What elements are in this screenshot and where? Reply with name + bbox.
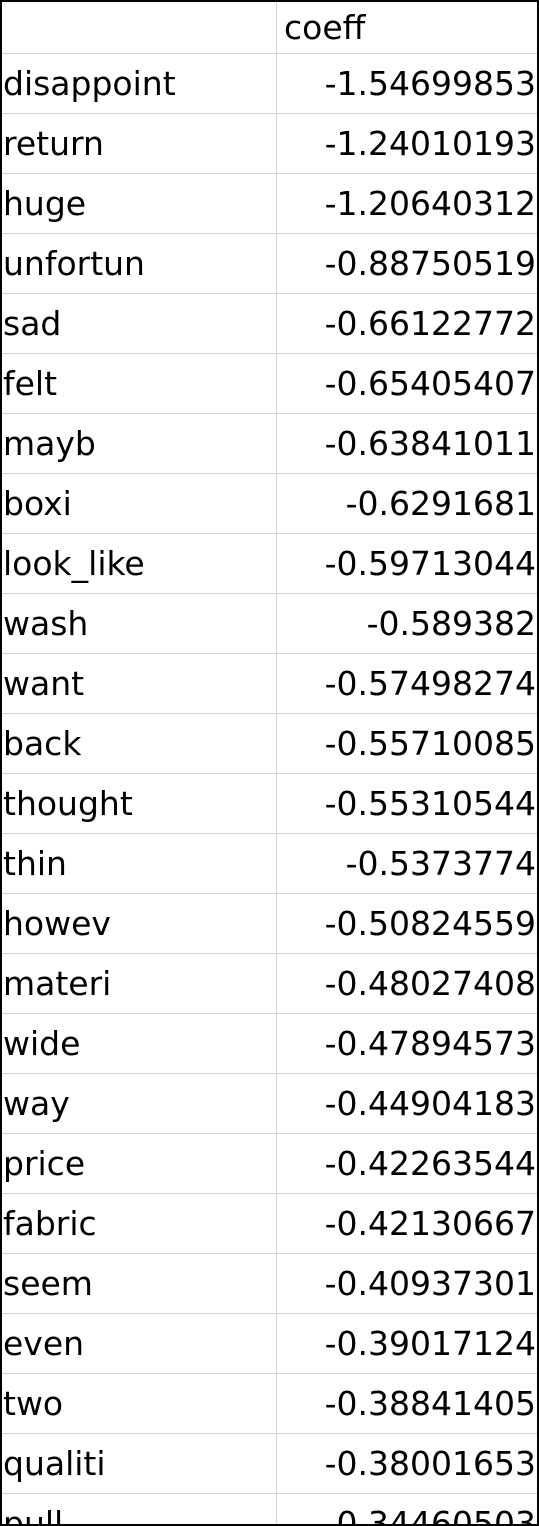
word-cell[interactable]: price <box>2 1134 277 1193</box>
coeff-cell[interactable]: -0.40937301 <box>324 1264 536 1303</box>
coeff-cell[interactable]: -0.42130667 <box>324 1204 536 1243</box>
table-row: look_like -0.59713044 <box>2 534 537 594</box>
word-cell[interactable]: way <box>2 1074 277 1133</box>
table-row: felt -0.65405407 <box>2 354 537 414</box>
coeff-cell[interactable]: -0.44904183 <box>324 1084 536 1123</box>
word-cell[interactable]: howev <box>2 894 277 953</box>
table-row: unfortun -0.88750519 <box>2 234 537 294</box>
table-row: even -0.39017124 <box>2 1314 537 1374</box>
coeff-cell[interactable]: -0.57498274 <box>324 664 536 703</box>
word-cell[interactable]: back <box>2 714 277 773</box>
coeff-cell[interactable]: -1.20640312 <box>324 184 536 223</box>
word-cell[interactable]: disappoint <box>2 54 277 113</box>
coeff-cell[interactable]: -0.38001653 <box>324 1444 536 1483</box>
table-row: materi -0.48027408 <box>2 954 537 1014</box>
word-cell[interactable]: materi <box>2 954 277 1013</box>
table-row: price -0.42263544 <box>2 1134 537 1194</box>
table-row: mayb -0.63841011 <box>2 414 537 474</box>
word-cell[interactable]: look_like <box>2 534 277 593</box>
table-row: back -0.55710085 <box>2 714 537 774</box>
coeff-cell[interactable]: -0.38841405 <box>324 1384 536 1423</box>
table-row: want -0.57498274 <box>2 654 537 714</box>
header-cell-word[interactable] <box>2 2 277 53</box>
table-row: sad -0.66122772 <box>2 294 537 354</box>
word-cell[interactable]: return <box>2 114 277 173</box>
word-cell[interactable]: thought <box>2 774 277 833</box>
table-row: huge -1.20640312 <box>2 174 537 234</box>
table-row: two -0.38841405 <box>2 1374 537 1434</box>
word-cell[interactable]: felt <box>2 354 277 413</box>
table-row: howev -0.50824559 <box>2 894 537 954</box>
coeff-cell[interactable]: -0.589382 <box>366 604 536 643</box>
word-cell[interactable]: huge <box>2 174 277 233</box>
coeff-cell[interactable]: -0.42263544 <box>324 1144 536 1183</box>
word-cell[interactable]: want <box>2 654 277 713</box>
coeff-cell[interactable]: -0.48027408 <box>324 964 536 1003</box>
coeff-cell[interactable]: -0.63841011 <box>324 424 536 463</box>
data-rows: disappoint -1.54699853 return -1.24010193 hu… <box>2 54 537 1526</box>
coeff-cell[interactable]: -0.65405407 <box>324 364 536 403</box>
word-cell[interactable]: seem <box>2 1254 277 1313</box>
word-cell[interactable]: two <box>2 1374 277 1433</box>
table-row: thin -0.5373774 <box>2 834 537 894</box>
word-cell[interactable]: sad <box>2 294 277 353</box>
coeff-cell[interactable]: -0.88750519 <box>324 244 536 283</box>
word-cell[interactable]: even <box>2 1314 277 1373</box>
coeff-cell[interactable]: -1.54699853 <box>324 64 536 103</box>
header-cell-coeff[interactable]: coeff <box>284 8 366 47</box>
table-row: wide -0.47894573 <box>2 1014 537 1074</box>
table-row: seem -0.40937301 <box>2 1254 537 1314</box>
table-row: thought -0.55310544 <box>2 774 537 834</box>
table-row: fabric -0.42130667 <box>2 1194 537 1254</box>
coeff-cell[interactable]: -0.55310544 <box>324 784 536 823</box>
word-cell[interactable]: fabric <box>2 1194 277 1253</box>
table-row: qualiti -0.38001653 <box>2 1434 537 1494</box>
header-row: coeff <box>2 2 537 54</box>
word-cell[interactable]: wash <box>2 594 277 653</box>
table-row: disappoint -1.54699853 <box>2 54 537 114</box>
coeff-cell[interactable]: -0.5373774 <box>345 844 536 883</box>
coeff-cell[interactable]: -0.47894573 <box>324 1024 536 1063</box>
coeff-cell[interactable]: -1.24010193 <box>324 124 536 163</box>
table-row: wash -0.589382 <box>2 594 537 654</box>
coeff-cell[interactable]: -0.55710085 <box>324 724 536 763</box>
word-cell[interactable]: boxi <box>2 474 277 533</box>
coeff-cell[interactable]: -0.50824559 <box>324 904 536 943</box>
coeff-cell[interactable]: -0.6291681 <box>345 484 536 523</box>
coeff-cell[interactable]: -0.59713044 <box>324 544 536 583</box>
table-row: return -1.24010193 <box>2 114 537 174</box>
coeff-cell[interactable]: -0.39017124 <box>324 1324 536 1363</box>
word-cell[interactable]: qualiti <box>2 1434 277 1493</box>
word-cell[interactable]: unfortun <box>2 234 277 293</box>
word-cell[interactable]: mayb <box>2 414 277 473</box>
coeff-cell[interactable]: -0.34460503 <box>324 1504 536 1526</box>
table-row: pull -0.34460503 <box>2 1494 537 1526</box>
table-row: boxi -0.6291681 <box>2 474 537 534</box>
table-row: way -0.44904183 <box>2 1074 537 1134</box>
coeff-cell[interactable]: -0.66122772 <box>324 304 536 343</box>
word-cell[interactable]: thin <box>2 834 277 893</box>
word-cell[interactable]: wide <box>2 1014 277 1073</box>
word-cell[interactable]: pull <box>2 1494 277 1524</box>
